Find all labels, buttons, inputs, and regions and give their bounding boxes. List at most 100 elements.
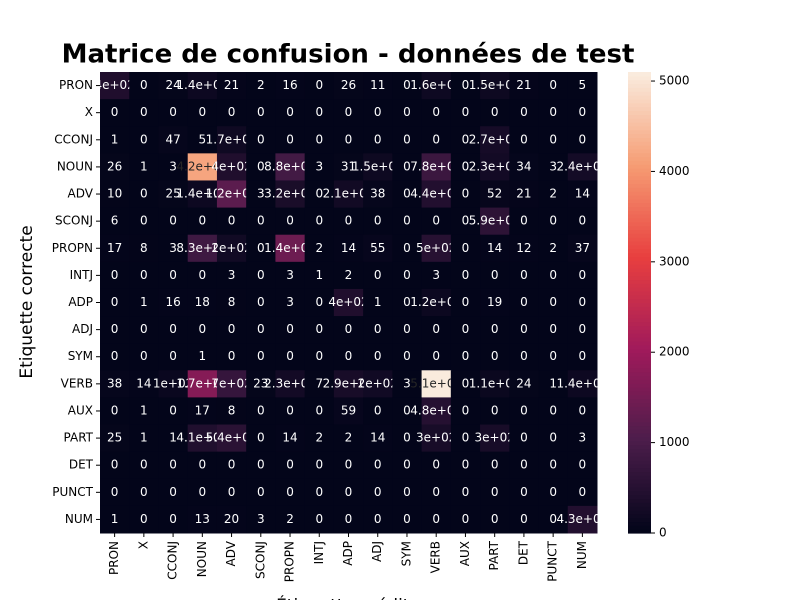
- cell-label: 0: [579, 403, 587, 417]
- heatmap-cell: [216, 180, 247, 209]
- colorbar-segment: [628, 456, 651, 461]
- cell-label: 0: [520, 132, 528, 146]
- cell-label: 0: [462, 349, 470, 363]
- heatmap-cell: [100, 153, 130, 181]
- heatmap-cell: [304, 207, 335, 236]
- heatmap-cell: [538, 424, 569, 453]
- cell-label: 0: [579, 458, 587, 472]
- cell-label: 0: [432, 349, 440, 363]
- heatmap-cell: [246, 288, 276, 317]
- heatmap-cell: [275, 478, 306, 507]
- colorbar-segment: [628, 198, 651, 204]
- heatmap-cell: [421, 505, 452, 534]
- cell-label: 23: [253, 376, 268, 390]
- y-tick-label: SCONJ: [55, 214, 93, 228]
- cell-label: 7: [315, 376, 323, 390]
- heatmap-cell: [304, 505, 335, 534]
- cell-label: 0: [345, 512, 353, 526]
- cell-label: 1: [140, 295, 148, 309]
- colorbar-segment: [628, 352, 651, 357]
- cell-label: 0: [403, 322, 411, 336]
- cell-label: 1: [374, 295, 382, 309]
- cell-label: 14: [136, 376, 151, 390]
- heatmap-cell: [480, 180, 510, 209]
- heatmap-cell: [275, 72, 306, 100]
- cell-label: 5: [199, 132, 207, 146]
- heatmap-cell: [333, 424, 364, 453]
- colorbar-segment: [628, 225, 651, 231]
- cell-label: 19: [487, 295, 502, 309]
- cell-label: 0: [374, 105, 382, 119]
- heatmap-cell: [567, 424, 598, 453]
- heatmap-cell: [538, 207, 569, 236]
- cell-label: 0: [491, 105, 499, 119]
- heatmap-cell: [246, 343, 276, 371]
- cell-label: 1: [199, 349, 207, 363]
- cell-label: 7e+02: [211, 376, 251, 390]
- cell-label: 0: [140, 485, 148, 499]
- cell-label: 0: [462, 322, 470, 336]
- heatmap-cell: [100, 451, 130, 480]
- cell-label: 0: [403, 78, 411, 92]
- heatmap-cell: [392, 343, 423, 371]
- heatmap-cell: [304, 451, 335, 480]
- cell-label: 0: [549, 268, 557, 282]
- colorbar-segment: [628, 294, 651, 300]
- heatmap-cell: [509, 343, 540, 371]
- cell-label: 0: [345, 458, 353, 472]
- cell-label: 14: [282, 431, 297, 445]
- colorbar-segment: [628, 129, 651, 135]
- colorbar-segment: [628, 156, 651, 161]
- heatmap-cell: [129, 234, 159, 263]
- heatmap-cell: [363, 451, 393, 480]
- cell-label: 25: [107, 431, 122, 445]
- cell-label: 0: [140, 322, 148, 336]
- colorbar-segment: [628, 498, 651, 503]
- heatmap-cell: [275, 343, 306, 371]
- cell-label: 0: [140, 268, 148, 282]
- y-tick-label: X: [85, 105, 93, 119]
- heatmap-cell: [392, 451, 423, 480]
- colorbar-segment: [628, 252, 651, 257]
- cell-label: 2: [286, 512, 294, 526]
- colorbar-segment: [628, 525, 651, 530]
- cell-label: 0: [345, 214, 353, 228]
- cell-label: 16: [165, 295, 180, 309]
- heatmap-cell: [129, 180, 159, 209]
- colorbar-segment: [628, 175, 651, 181]
- heatmap-cell: [304, 99, 335, 127]
- cell-label: 0: [374, 268, 382, 282]
- cell-label: 0: [549, 132, 557, 146]
- heatmap-cell: [538, 126, 569, 154]
- colorbar-segment: [628, 98, 651, 104]
- heatmap-cell: [509, 316, 540, 344]
- cell-label: 2.7e+02: [469, 132, 521, 146]
- heatmap-cell: [304, 343, 335, 371]
- heatmap-cell: [363, 370, 393, 398]
- colorbar-segment: [628, 425, 651, 430]
- heatmap-cell: [392, 370, 423, 398]
- heatmap-cell: [333, 370, 364, 398]
- cell-label: 0: [520, 512, 528, 526]
- heatmap-cell: [275, 180, 306, 209]
- colorbar-segment: [628, 367, 651, 373]
- heatmap-cell: [567, 72, 598, 100]
- cell-label: 7.8e+02: [410, 159, 462, 173]
- heatmap-cell: [450, 478, 481, 507]
- heatmap-cell: [333, 126, 364, 154]
- cell-label: 0: [199, 105, 207, 119]
- cell-label: 0: [403, 132, 411, 146]
- cell-label: 59: [341, 403, 356, 417]
- cell-label: 0: [520, 403, 528, 417]
- cell-label: 2.9e+02: [323, 376, 375, 390]
- cell-label: 26: [341, 78, 356, 92]
- cell-label: 37: [575, 241, 590, 255]
- cell-label: 55: [370, 241, 385, 255]
- cell-label: 0: [140, 105, 148, 119]
- heatmap-cell: [509, 72, 540, 100]
- heatmap-cell: [275, 316, 306, 344]
- heatmap-cell: [333, 316, 364, 344]
- heatmap-cell: [567, 126, 598, 154]
- cell-label: 0: [257, 349, 265, 363]
- heatmap-cell: [216, 397, 247, 426]
